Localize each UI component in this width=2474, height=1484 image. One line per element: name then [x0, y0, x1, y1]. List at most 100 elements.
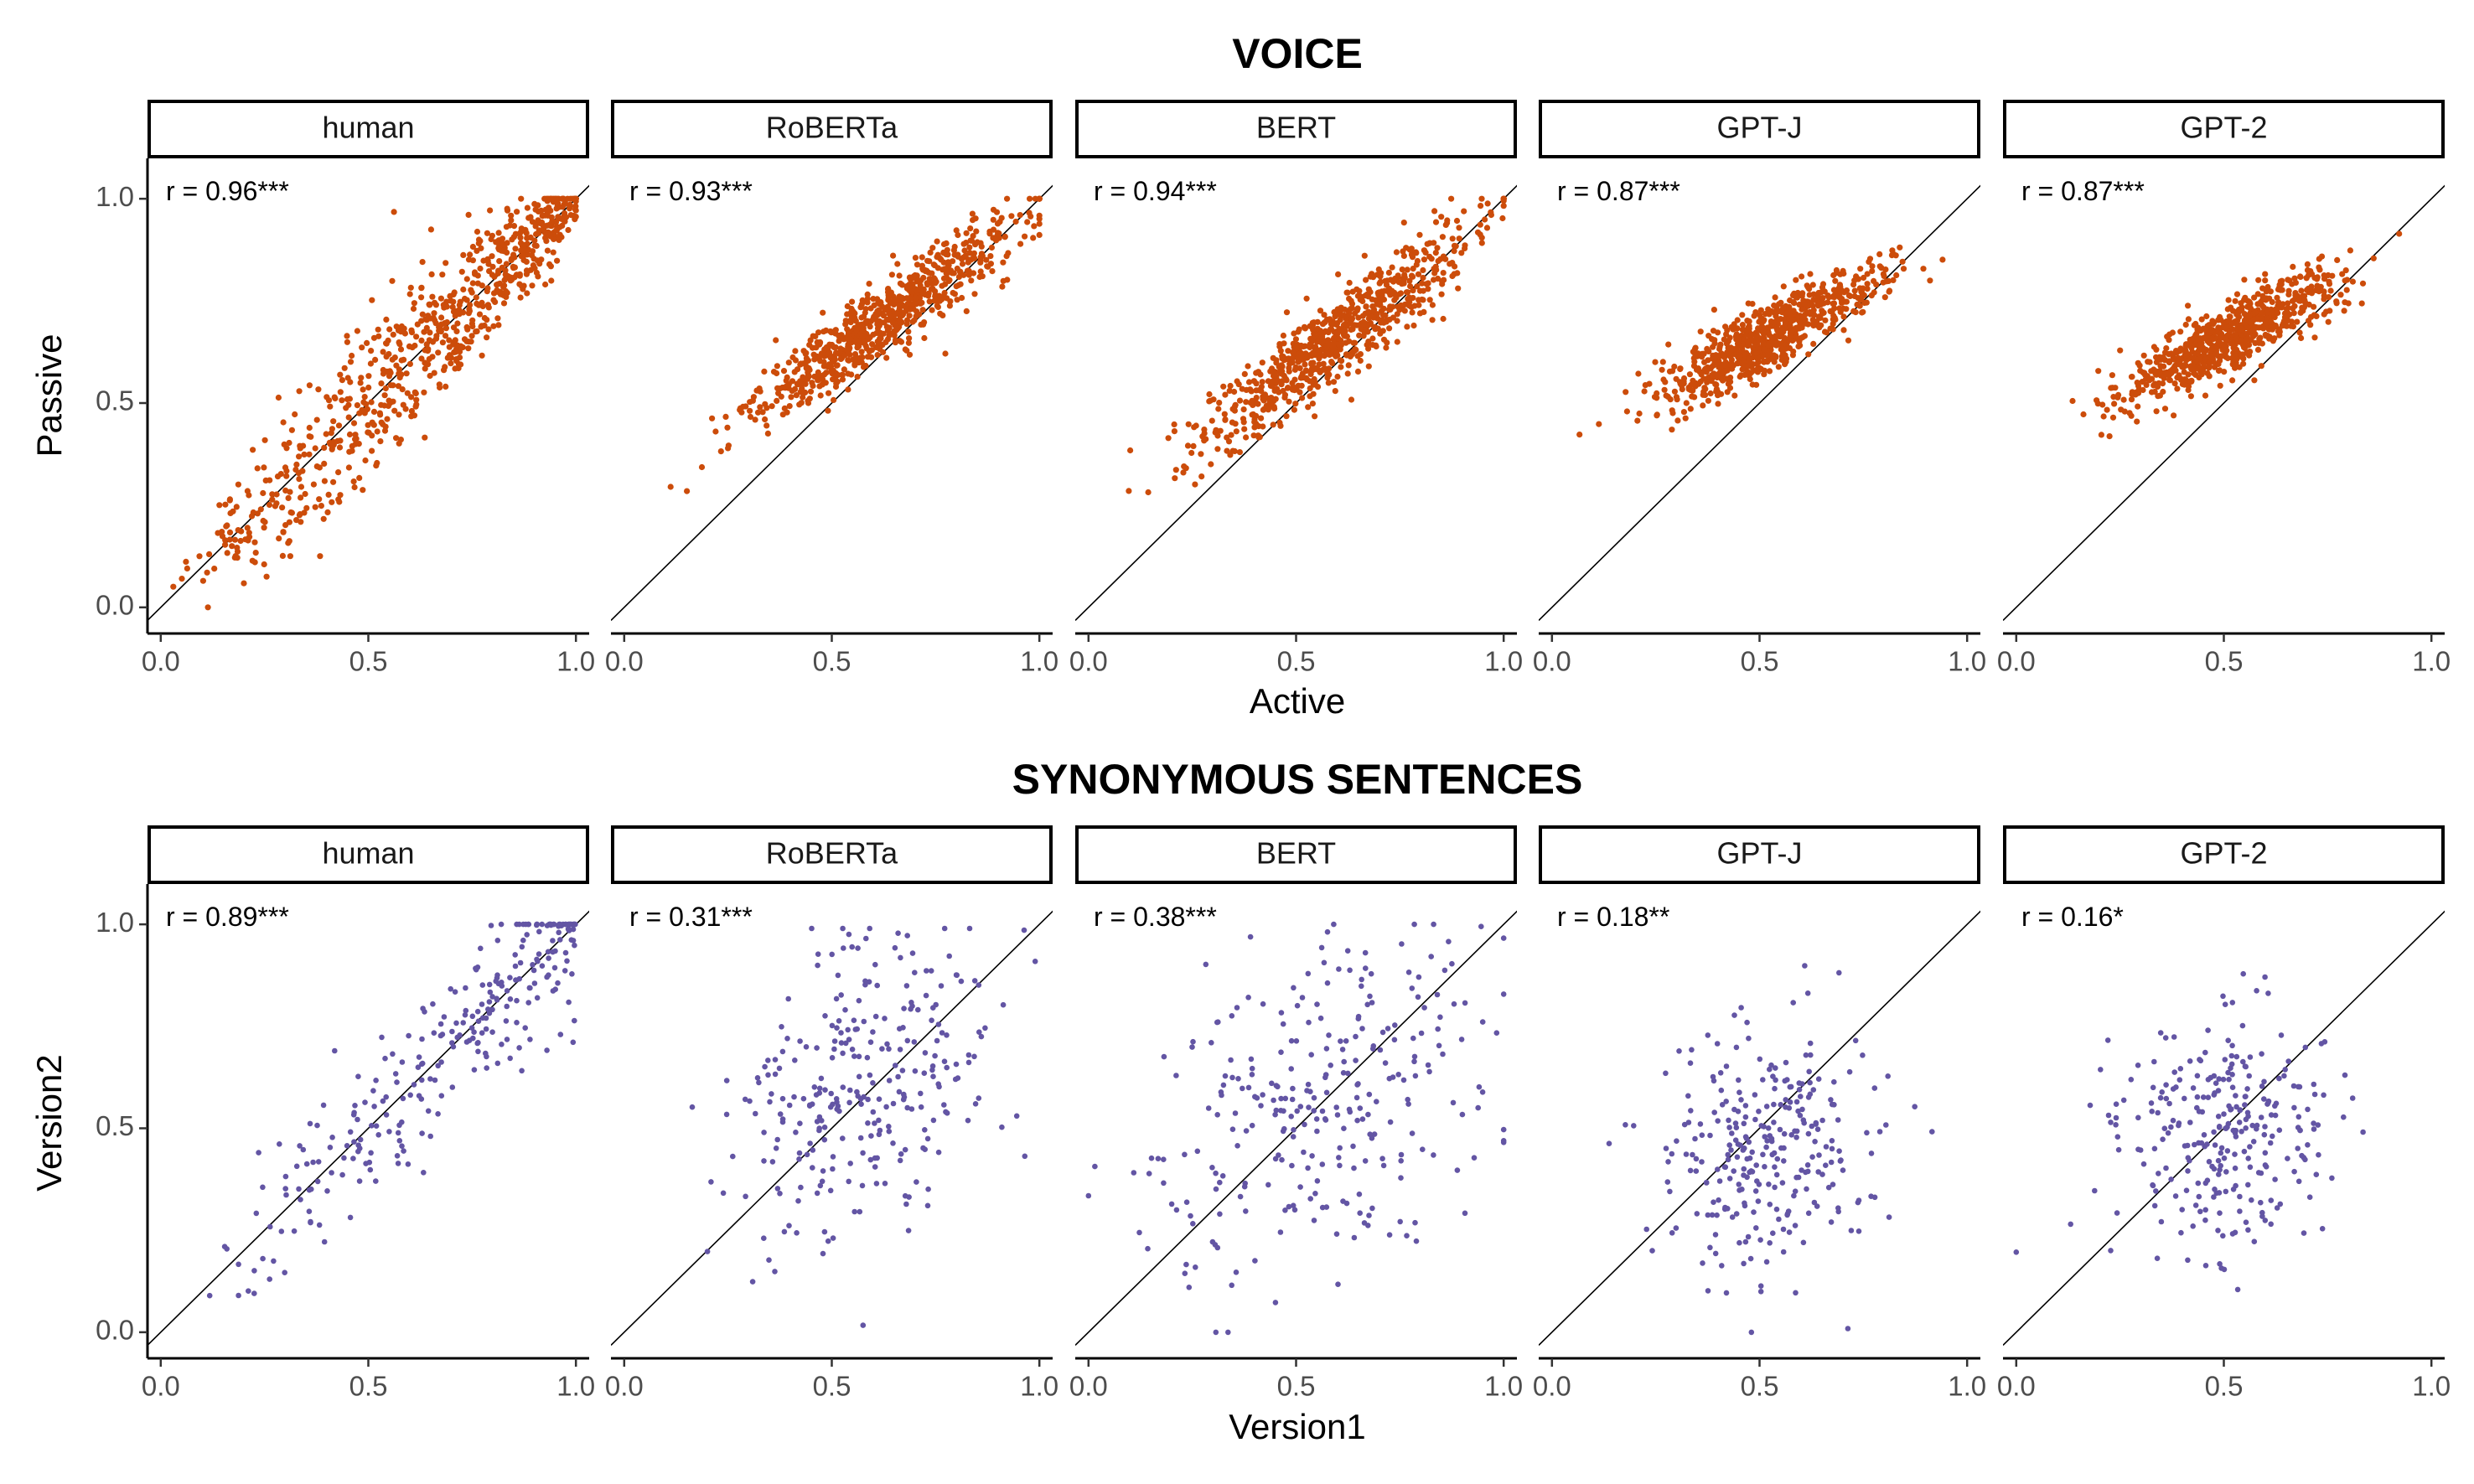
data-point — [1308, 1052, 1314, 1057]
data-point — [1092, 1163, 1098, 1170]
data-point — [1259, 359, 1265, 366]
data-point — [773, 337, 779, 344]
data-point — [934, 238, 940, 245]
data-point — [233, 504, 240, 510]
data-point — [368, 1150, 374, 1156]
data-point — [499, 240, 505, 246]
data-point — [524, 240, 531, 247]
data-point — [830, 1166, 836, 1172]
data-point — [206, 1292, 213, 1299]
data-point — [1885, 1073, 1891, 1079]
data-point — [531, 237, 538, 244]
data-point — [1382, 1060, 1389, 1066]
data-point — [1278, 1010, 1285, 1016]
data-point — [365, 373, 372, 380]
data-point — [2229, 326, 2236, 333]
data-point — [868, 1133, 874, 1139]
data-point — [1021, 927, 1027, 933]
data-point — [1659, 366, 1665, 373]
data-point — [1183, 1199, 1190, 1205]
data-point — [845, 1026, 851, 1033]
data-point — [1434, 991, 1441, 998]
data-point — [1440, 270, 1447, 277]
data-point — [1804, 1186, 1809, 1192]
data-point — [1190, 442, 1197, 450]
data-point — [1695, 380, 1702, 387]
data-point — [397, 437, 404, 443]
data-point — [886, 1046, 892, 1052]
data-point — [219, 533, 226, 540]
data-point — [1881, 272, 1887, 280]
data-point — [1198, 473, 1205, 480]
data-point — [425, 1108, 432, 1114]
data-point — [1319, 1108, 1326, 1114]
data-point — [437, 1021, 444, 1027]
data-point — [943, 1109, 949, 1115]
data-point — [257, 506, 264, 513]
data-point — [1793, 1135, 1799, 1140]
data-point — [394, 1079, 400, 1085]
data-point — [1347, 353, 1353, 359]
data-point — [1215, 406, 1222, 412]
data-point — [1420, 266, 1426, 274]
data-point — [929, 245, 936, 251]
data-point — [250, 447, 256, 453]
data-point — [1236, 397, 1244, 404]
data-point — [1811, 1199, 1818, 1206]
data-point — [919, 254, 925, 261]
data-point — [1788, 318, 1795, 325]
data-point — [2151, 382, 2157, 389]
x-tick-label: 0.5 — [349, 1371, 388, 1402]
data-point — [1215, 1019, 1221, 1025]
facet-strip-label: GPT-J — [1716, 836, 1802, 871]
data-point — [898, 282, 906, 288]
data-point — [2225, 297, 2232, 303]
data-point — [570, 926, 577, 933]
data-point — [849, 1047, 856, 1052]
data-point — [539, 963, 546, 969]
data-point — [1036, 195, 1043, 202]
data-point — [395, 1130, 401, 1136]
data-point — [1379, 1156, 1385, 1161]
data-point — [2202, 326, 2209, 333]
data-point — [1669, 410, 1676, 416]
data-point — [318, 503, 324, 509]
data-point — [2342, 299, 2348, 306]
data-point — [1333, 1231, 1340, 1237]
data-point — [1415, 994, 1421, 1001]
data-point — [1806, 308, 1814, 316]
data-point — [2239, 337, 2245, 344]
data-point — [1253, 380, 1260, 387]
data-point — [499, 264, 505, 271]
data-point — [432, 317, 438, 323]
data-point — [1420, 287, 1426, 294]
data-point — [204, 569, 210, 576]
data-point — [908, 1006, 914, 1012]
data-point — [832, 327, 839, 334]
data-point — [351, 1109, 357, 1116]
data-point — [815, 962, 820, 969]
data-point — [1815, 1169, 1821, 1175]
data-point — [1291, 1207, 1298, 1213]
data-point — [216, 502, 223, 509]
data-point — [1576, 432, 1583, 438]
data-point — [479, 1030, 485, 1036]
data-point — [313, 416, 320, 423]
data-point — [1700, 402, 1706, 409]
data-point — [567, 212, 574, 219]
data-point — [1325, 341, 1332, 348]
data-point — [1351, 1234, 1358, 1241]
data-point — [1819, 281, 1827, 287]
data-point — [389, 277, 396, 284]
data-point — [2224, 306, 2231, 313]
data-point — [524, 932, 530, 938]
data-point — [846, 357, 852, 364]
x-tick-label: 0.0 — [1069, 646, 1108, 677]
data-point — [1686, 371, 1693, 378]
data-point — [1351, 1165, 1357, 1171]
data-point — [542, 281, 549, 288]
data-point — [2134, 380, 2140, 386]
data-point — [1435, 1026, 1441, 1032]
data-point — [908, 1000, 914, 1006]
